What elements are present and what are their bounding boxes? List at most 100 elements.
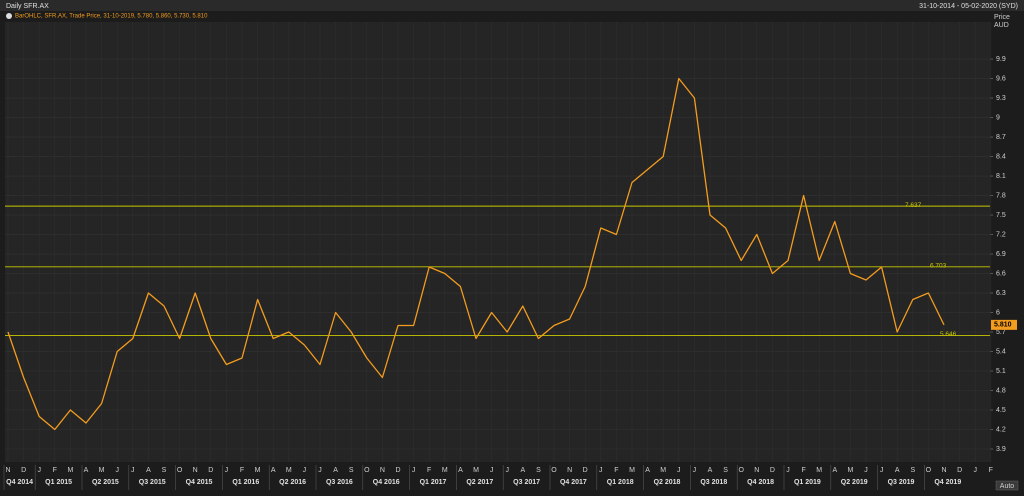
x-tick-label: D <box>208 467 213 474</box>
y-tick-label: 9 <box>996 114 1000 121</box>
x-tick-label: M <box>255 467 261 474</box>
x-tick-label: M <box>67 467 73 474</box>
level-label: 7.637 <box>905 202 922 209</box>
x-tick-label: A <box>832 467 837 474</box>
auto-button[interactable] <box>995 480 1019 491</box>
x-tick-label: M <box>847 467 853 474</box>
x-tick-label: J <box>225 467 229 474</box>
quarter-label: Q2 2018 <box>654 479 681 486</box>
x-tick-label: M <box>816 467 822 474</box>
quarter-label: Q4 2014 <box>6 479 33 486</box>
x-tick-label: F <box>989 467 993 474</box>
x-tick-label: N <box>567 467 572 474</box>
x-tick-label: A <box>333 467 338 474</box>
x-tick-label: D <box>957 467 962 474</box>
x-tick-label: N <box>5 467 10 474</box>
y-tick-label: 4.2 <box>996 426 1006 433</box>
x-tick-label: J <box>303 467 307 474</box>
last-price-box <box>991 319 1017 330</box>
x-tick-label: N <box>941 467 946 474</box>
quarter-label: Q3 2015 <box>139 479 166 486</box>
header-bar <box>0 0 1024 11</box>
chart-title: Daily SFR.AX <box>6 3 49 10</box>
x-tick-label: A <box>84 467 89 474</box>
x-tick-label: A <box>146 467 151 474</box>
quarter-label: Q2 2015 <box>92 479 119 486</box>
quarter-label: Q2 2016 <box>279 479 306 486</box>
x-tick-label: O <box>738 467 744 474</box>
level-label: 5.646 <box>940 331 957 338</box>
price-line <box>7 77 945 431</box>
x-tick-label: A <box>271 467 276 474</box>
quarter-label: Q4 2017 <box>560 479 587 486</box>
quarter-label: Q4 2016 <box>373 479 400 486</box>
y-tick-label: 6.6 <box>996 270 1006 277</box>
y-tick-label: 6.3 <box>996 290 1006 297</box>
y-unit: AUD <box>994 22 1009 29</box>
x-tick-label: A <box>708 467 713 474</box>
y-tick-label: 5.1 <box>996 368 1006 375</box>
x-tick-label: S <box>349 467 354 474</box>
x-tick-label: M <box>99 467 105 474</box>
level-label: 6.703 <box>930 263 947 270</box>
x-tick-label: F <box>240 467 244 474</box>
y-tick-label: 4.8 <box>996 387 1006 394</box>
x-tick-label: F <box>427 467 431 474</box>
x-tick-label: M <box>286 467 292 474</box>
quarter-label: Q2 2019 <box>841 479 868 486</box>
y-tick-label: 5.4 <box>996 348 1006 355</box>
x-tick-label: S <box>723 467 728 474</box>
quarter-label: Q1 2018 <box>607 479 634 486</box>
x-tick-label: J <box>318 467 322 474</box>
quarter-label: Q4 2018 <box>747 479 774 486</box>
x-tick-label: D <box>583 467 588 474</box>
x-tick-label: F <box>801 467 805 474</box>
x-tick-label: J <box>37 467 41 474</box>
x-tick-label: S <box>162 467 167 474</box>
y-tick-label: 6.9 <box>996 251 1006 258</box>
x-tick-label: A <box>458 467 463 474</box>
y-tick-label: 9.3 <box>996 95 1006 102</box>
y-tick-label: 7.2 <box>996 231 1006 238</box>
x-tick-label: D <box>395 467 400 474</box>
x-tick-label: N <box>380 467 385 474</box>
y-tick-label: 9.6 <box>996 75 1006 82</box>
quarter-label: Q2 2017 <box>466 479 493 486</box>
x-tick-label: F <box>614 467 618 474</box>
quarter-label: Q3 2019 <box>888 479 915 486</box>
x-tick-label: J <box>131 467 135 474</box>
x-tick-label: O <box>364 467 370 474</box>
auto-button-label[interactable]: Auto <box>1000 483 1015 490</box>
x-tick-label: M <box>442 467 448 474</box>
y-tick-label: 6 <box>996 309 1000 316</box>
x-tick-label: S <box>910 467 915 474</box>
x-tick-label: F <box>53 467 57 474</box>
x-tick-label: J <box>864 467 868 474</box>
quarter-label: Q3 2017 <box>513 479 540 486</box>
quarter-label: Q4 2019 <box>934 479 961 486</box>
x-tick-label: J <box>880 467 884 474</box>
x-tick-label: J <box>786 467 790 474</box>
x-tick-label: M <box>629 467 635 474</box>
x-tick-label: A <box>645 467 650 474</box>
x-tick-label: J <box>693 467 697 474</box>
x-tick-label: J <box>505 467 509 474</box>
quarter-label: Q1 2017 <box>420 479 447 486</box>
y-label: Price <box>994 14 1010 21</box>
y-tick-label: 5.7 <box>996 329 1006 336</box>
x-tick-label: A <box>520 467 525 474</box>
last-price-label: 5.810 <box>994 322 1012 329</box>
x-tick-label: D <box>770 467 775 474</box>
plot-area <box>5 22 990 462</box>
x-tick-label: N <box>754 467 759 474</box>
y-tick-label: 4.5 <box>996 407 1006 414</box>
y-tick-label: 9.9 <box>996 56 1006 63</box>
y-tick-label: 7.8 <box>996 192 1006 199</box>
y-tick-label: 7.5 <box>996 212 1006 219</box>
x-tick-label: S <box>536 467 541 474</box>
x-tick-label: M <box>660 467 666 474</box>
x-tick-label: J <box>490 467 494 474</box>
quarter-label: Q1 2015 <box>45 479 72 486</box>
quarter-label: Q3 2018 <box>700 479 727 486</box>
